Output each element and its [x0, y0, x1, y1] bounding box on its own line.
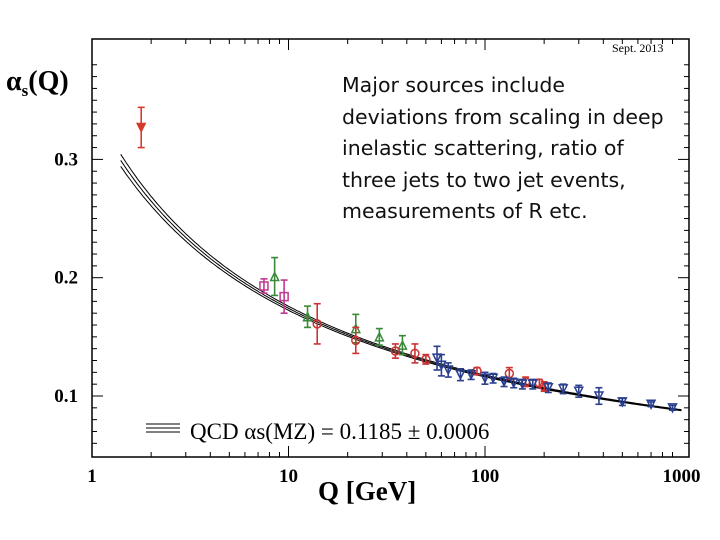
data-point-triangle-down [667, 403, 678, 414]
legend-text: QCD αs(MZ) = 0.1185 ± 0.0006 [190, 419, 489, 444]
data-point-triangle-up [269, 270, 280, 282]
data-point-triangle-down [557, 384, 569, 395]
qcd-curve-line-2 [120, 160, 682, 411]
data-point-triangle-down [443, 365, 454, 376]
data-point-triangle-down [455, 369, 466, 381]
x-tick-label: 1 [87, 466, 97, 487]
data-point-triangle-down [135, 122, 147, 134]
data-point-triangle-down [517, 379, 528, 390]
qcd-curve-line-3 [120, 154, 682, 411]
data-point-circle [410, 348, 420, 359]
x-tick-label: 1000 [663, 466, 701, 487]
x-axis-label: Q [GeV] [318, 476, 416, 506]
data-point-triangle-down [593, 391, 605, 402]
x-tick-labels: 1 10 100 1000 [87, 466, 700, 487]
frame-ticks [92, 39, 689, 457]
y-axis-label: αs(Q) [6, 66, 69, 100]
y-tick-labels: 0.1 0.2 0.3 [54, 149, 78, 407]
data-point-circle [390, 346, 401, 356]
data-point-circle [312, 319, 322, 329]
y-axis-label-sub: s [22, 81, 29, 100]
data-point-circle [351, 335, 361, 346]
data-point-triangle-down [617, 397, 628, 408]
x-tick-label: 10 [279, 466, 298, 487]
data-point-square [259, 281, 269, 291]
legend: QCD αs(MZ) = 0.1185 ± 0.0006 [146, 419, 489, 444]
data-point-triangle-down [431, 353, 443, 364]
data-point-triangle-down [465, 369, 477, 381]
data-point-circle [421, 354, 431, 365]
data-point-square [279, 291, 289, 302]
data-point-triangle-down [527, 379, 538, 390]
data-point-triangle-down [487, 373, 499, 384]
y-tick-label: 0.1 [54, 386, 78, 407]
data-point-triangle-down [498, 377, 510, 388]
data-points [135, 106, 678, 414]
data-point-triangle-up [397, 339, 408, 350]
data-point-triangle-up [302, 311, 313, 322]
y-tick-label: 0.3 [54, 149, 78, 170]
data-point-triangle-up [374, 331, 385, 342]
y-tick-label: 0.2 [54, 268, 78, 289]
annotation-text: Major sources include deviations from sc… [342, 70, 672, 228]
x-tick-label: 100 [471, 466, 500, 487]
data-point-triangle-down [508, 378, 519, 389]
data-point-triangle-down [645, 399, 657, 410]
data-point-circle [504, 368, 515, 379]
data-point-triangle-down [479, 373, 491, 384]
plot-frame [91, 38, 690, 458]
data-point-triangle-down [573, 386, 584, 397]
y-axis-label-tail: (Q) [28, 66, 68, 97]
date-stamp: Sept. 2013 [612, 41, 663, 55]
data-point-triangle-down [543, 382, 554, 394]
y-axis-label-alpha: α [6, 66, 22, 97]
